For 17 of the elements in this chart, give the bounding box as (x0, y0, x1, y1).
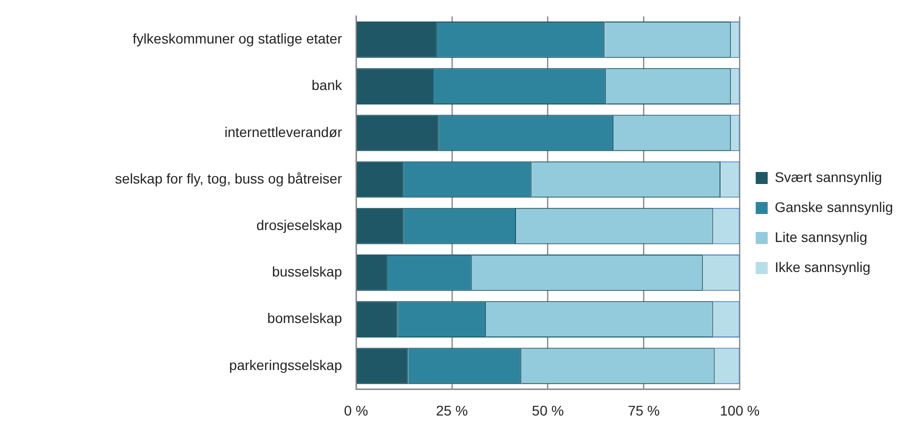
x-tick-label: 0 % (344, 402, 368, 418)
y-tick-label: drosjeselskap (256, 216, 342, 233)
y-tick-label: internettleverandør (224, 124, 342, 140)
x-tick-label: 75 % (628, 402, 660, 418)
y-tick-label: parkeringsselskap (229, 356, 342, 373)
x-tick-label: 50 % (532, 402, 564, 418)
y-tick-label: bank (312, 77, 343, 94)
y-tick-label: busselskap (272, 264, 342, 280)
y-tick-label: fylkeskommuner og statlige etater (132, 30, 342, 47)
legend-label: Svært sannsynlig (774, 168, 882, 185)
legend-label: Ikke sannsynlig (774, 258, 870, 275)
x-tick-label: 25 % (436, 402, 468, 418)
legend-label: Ganske sannsynlig (774, 198, 894, 215)
y-tick-label: bomselskap (267, 310, 342, 326)
x-tick-label: 100 % (720, 402, 760, 418)
y-tick-label: selskap for fly, tog, buss og båtreiser (115, 170, 342, 186)
legend-label: Lite sannsynlig (774, 228, 868, 245)
